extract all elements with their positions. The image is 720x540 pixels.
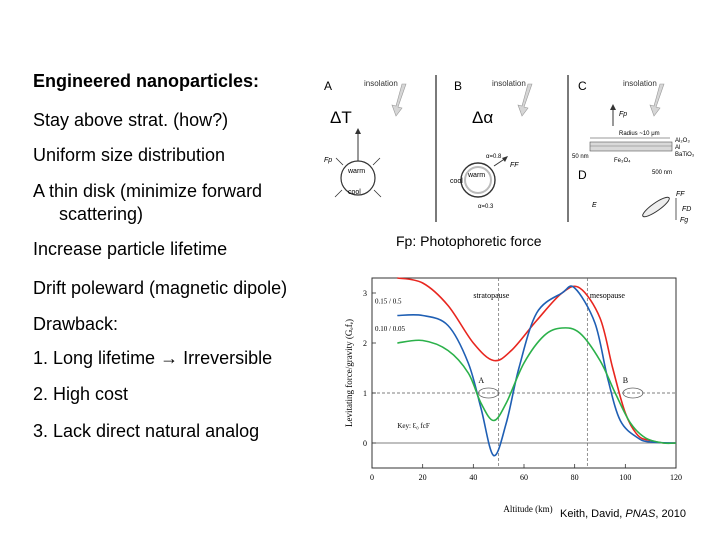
stratopause-label: stratopause [473,291,509,300]
series-label-2: 0.15 / 0.5 [375,298,402,306]
point-b-marker [622,387,644,399]
delta-t-label: ΔT [330,108,352,127]
citation-journal: PNAS [625,508,656,520]
panel-c-letter: C [578,79,587,93]
bullet-thin-disk-cont: scattering) [59,204,144,224]
x-tick-label: 20 [419,473,427,482]
y-tick-label: 2 [363,339,367,348]
drawback-item-2: 2. High cost [33,384,129,404]
warm-label-b: warm [467,172,485,179]
point-b-label: B [623,376,628,385]
photophoresis-schematic: A B C D insolation insolation insolation… [324,75,695,224]
slide-heading: Engineered nanoparticles: [33,71,260,91]
citation: Keith, David, PNAS, 2010 [560,508,686,520]
plot-frame [371,277,677,469]
bullet-uniform-size: Uniform size distribution [33,145,226,165]
particle-b [460,162,496,198]
x-axis-label: Altitude (km) [503,504,552,514]
insolation-label-c: insolation [623,79,657,88]
x-tick-label: 80 [571,473,579,482]
drawback-item-3: 3. Lack direct natural analog [33,421,260,441]
x-tick-label: 40 [469,473,477,482]
citation-year: , 2010 [655,508,686,520]
x-tick-label: 0 [370,473,374,482]
insolation-arrow-icon [391,83,665,117]
fe3o4-label: Fe₃O₄ [614,158,631,164]
y-axis-label: Levitating force/gravity (Gₑfₑ) [344,319,354,427]
x-tick-label: 120 [670,473,682,482]
series-line-2 [397,285,677,457]
fg-label: Fg [680,217,688,224]
point-a-label: A [478,376,484,385]
alpha-high-label: α=0.8 [486,154,502,160]
bullet-thin-disk: A thin disk (minimize forward [33,181,263,201]
point-a-marker [478,387,499,399]
drawback-item-1: 1. Long lifetime → Irreversible [33,348,273,368]
dim-500nm-label: 500 nm [652,170,672,176]
disk-layers [589,141,673,152]
citation-authors: Keith, David, [560,508,626,520]
bullet-stay-above: Stay above strat. (how?) [33,110,229,130]
series-line-3 [397,327,677,445]
cool-label-a: cool [348,189,361,196]
panel-a-letter: A [324,79,332,93]
bullet-lifetime: Increase particle lifetime [33,239,228,259]
fp-label-c: Fp [619,111,627,118]
cool-label-b: cool [450,178,463,185]
series-label-3: 0.10 / 0.05 [375,325,405,333]
mesopause-label: mesopause [590,291,626,300]
warm-label-a: warm [347,168,365,175]
tilted-disk [642,196,670,218]
al-label: Al [675,145,680,151]
series-line-1 [397,277,677,444]
insolation-label-a: insolation [364,79,398,88]
insolation-label-b: insolation [492,79,526,88]
batio3-label: BaTiO₃ [675,152,695,158]
ff-label-d: FF [676,191,685,198]
panel-b-letter: B [454,79,462,93]
dim-50nm-label: 50 nm [572,154,589,160]
drawback-heading: Drawback: [33,314,119,334]
al2o3-label: Al₂O₃ [675,138,690,144]
y-tick-label: 3 [363,289,367,298]
fd-label: FD [682,206,691,213]
radius-label: Radius ~10 μm [619,131,660,137]
levitation-chart: 0 20 40 60 80 100 120 0 1 2 3 Altitude (km) Levita… [344,277,682,514]
y-tick-label: 1 [363,389,367,398]
delta-alpha-label: Δα [472,108,494,127]
x-tick-label: 100 [619,473,631,482]
e-label: E [592,202,597,209]
fp-label-a: Fp [324,157,332,164]
ff-label-b: FF [510,162,519,169]
panel-d-letter: D [578,168,587,182]
key-label: Key: Ɛ₀ fcF [397,422,429,430]
fp-caption: Fp: Photophoretic force [396,233,542,249]
y-tick-label: 0 [363,439,367,448]
x-tick-label: 60 [520,473,528,482]
alpha-low-label: α=0.3 [478,204,494,210]
bullet-drift: Drift poleward (magnetic dipole) [33,278,288,298]
